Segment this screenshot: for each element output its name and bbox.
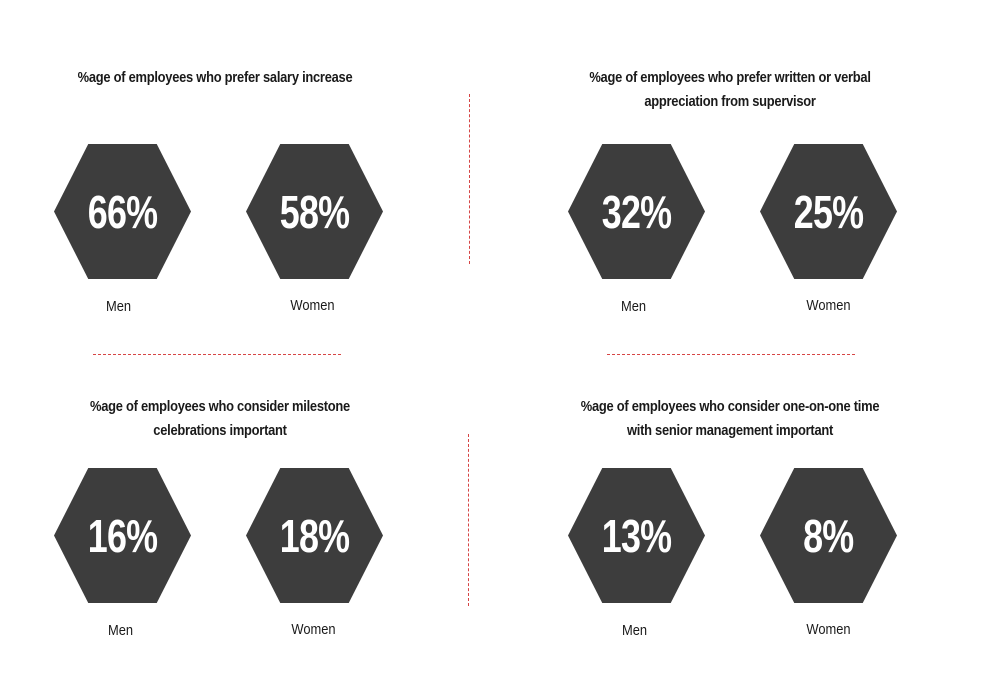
hexagon-value: 32% — [601, 185, 672, 238]
horizontal-divider-left — [93, 354, 341, 355]
hexagon-value: 18% — [279, 509, 350, 562]
panel-title-line-2: appreciation from supervisor — [644, 93, 816, 110]
panel-title-line-1: %age of employees who consider one-on-on… — [580, 398, 880, 415]
panel-title: %age of employees who prefer salary incr… — [34, 66, 395, 90]
hexagon-men: 32% — [568, 144, 705, 279]
panel-title: %age of employees who consider one-on-on… — [549, 395, 910, 443]
vertical-divider-top — [469, 94, 470, 264]
hexagon-men: 66% — [54, 144, 191, 279]
panel-title-line-2: with senior management important — [626, 422, 834, 439]
panel-milestone-celebrations: %age of employees who consider milestone… — [0, 394, 420, 694]
horizontal-divider-right — [607, 354, 855, 355]
label-men: Men — [620, 298, 647, 315]
label-men: Men — [105, 298, 132, 315]
hexagon-value: 13% — [601, 509, 672, 562]
hexagon-value: 8% — [803, 509, 854, 562]
panel-title: %age of employees who prefer written or … — [549, 66, 910, 114]
label-women: Women — [290, 297, 335, 314]
hexagon-women: 8% — [760, 468, 897, 603]
panel-title: %age of employees who consider milestone… — [39, 395, 400, 443]
label-women: Women — [291, 621, 336, 638]
hexagon-value: 66% — [87, 185, 158, 238]
hexagon-value: 25% — [793, 185, 864, 238]
label-men: Men — [107, 622, 134, 639]
panel-title-line-2: celebrations important — [153, 422, 287, 439]
panel-title-line-1: %age of employees who prefer written or … — [589, 69, 871, 86]
hexagon-women: 25% — [760, 144, 897, 279]
panel-appreciation: %age of employees who prefer written or … — [520, 64, 940, 364]
hexagon-men: 16% — [54, 468, 191, 603]
label-women: Women — [806, 297, 851, 314]
vertical-divider-bottom — [468, 434, 469, 606]
hexagon-women: 18% — [246, 468, 383, 603]
label-men: Men — [621, 622, 648, 639]
panel-title-line-1: %age of employees who prefer salary incr… — [77, 69, 353, 86]
hexagon-value: 16% — [87, 509, 158, 562]
hexagon-men: 13% — [568, 468, 705, 603]
panel-one-on-one-time: %age of employees who consider one-on-on… — [520, 394, 940, 694]
label-women: Women — [806, 621, 851, 638]
panel-salary-increase: %age of employees who prefer salary incr… — [0, 64, 420, 364]
panel-title-line-1: %age of employees who consider milestone — [90, 398, 350, 415]
hexagon-women: 58% — [246, 144, 383, 279]
hexagon-value: 58% — [279, 185, 350, 238]
